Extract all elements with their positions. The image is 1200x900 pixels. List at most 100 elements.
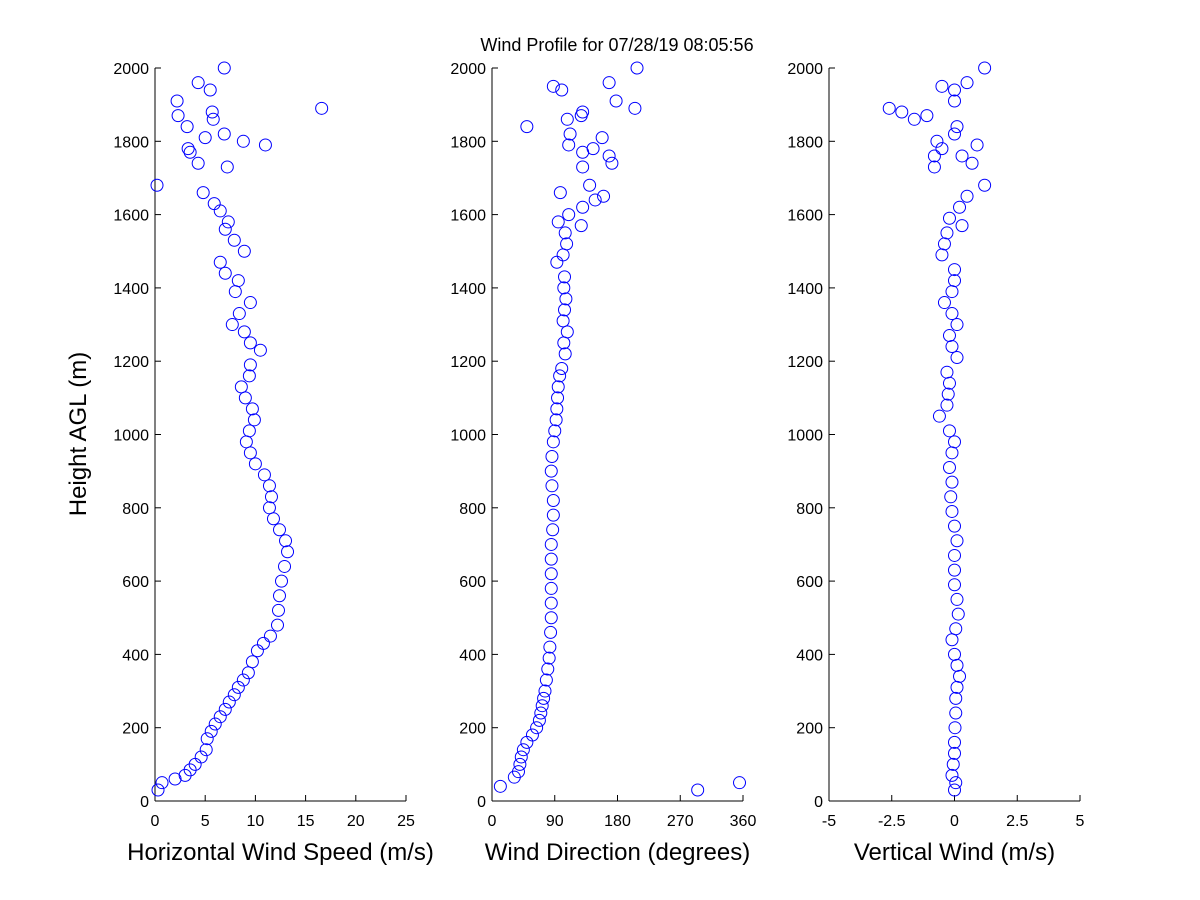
direction-data-point — [553, 186, 567, 200]
vertical-x-tick-label: -2.5 — [878, 813, 906, 830]
speed-y-tick-label: 200 — [122, 721, 149, 738]
direction-data-point — [537, 691, 551, 705]
vertical-data-point — [945, 768, 959, 782]
direction-data-point — [583, 178, 597, 192]
direction-data-point — [544, 552, 558, 566]
direction-y-tick-label: 600 — [459, 574, 486, 591]
vertical-data-point — [930, 134, 944, 148]
vertical-data-point — [948, 83, 961, 97]
speed-data-point — [181, 142, 195, 156]
speed-data-point — [207, 197, 221, 211]
vertical-data-point — [945, 307, 959, 321]
speed-data-point — [242, 369, 256, 383]
vertical-data-point — [948, 274, 961, 288]
vertical-data-point — [948, 94, 961, 108]
vertical-x-tick-label: 5 — [1076, 813, 1085, 830]
direction-data-point — [538, 684, 552, 698]
direction-data-point — [513, 757, 527, 771]
speed-data-point — [256, 636, 270, 650]
speed-data-point — [155, 776, 169, 790]
vertical-y-tick-label: 800 — [796, 501, 823, 518]
speed-data-point — [204, 724, 218, 738]
direction-data-point — [574, 219, 588, 233]
speed-data-point — [237, 244, 251, 258]
direction-y-tick-label: 200 — [459, 721, 486, 738]
speed-x-tick-label: 15 — [297, 813, 315, 830]
direction-data-point — [543, 640, 557, 654]
vertical-x-tick-label: -5 — [822, 813, 836, 830]
vertical-y-tick-label: 0 — [814, 794, 823, 811]
vertical-data-point — [948, 263, 961, 277]
speed-data-point — [242, 424, 256, 438]
direction-data-point — [549, 413, 563, 427]
direction-data-point — [514, 750, 528, 764]
speed-data-point — [198, 131, 212, 145]
vertical-y-tick-label: 1200 — [787, 354, 823, 371]
vertical-data-point — [948, 735, 961, 749]
speed-panel: 0 200 400 600 800 1000 1200 1400 1600 1800 2000 0 5 1… — [113, 61, 433, 866]
direction-y-tick-label: 1800 — [450, 134, 486, 151]
direction-data-point — [557, 281, 571, 295]
direction-x-tick-label: 270 — [667, 813, 694, 830]
speed-data-point — [151, 783, 165, 797]
vertical-x-tick-label: 2.5 — [1006, 813, 1028, 830]
speed-data-point — [171, 109, 185, 123]
speed-data-point — [221, 215, 235, 229]
direction-data-point — [560, 237, 574, 251]
direction-data-point — [586, 142, 600, 156]
direction-data-point — [525, 728, 539, 742]
speed-data-point — [275, 574, 289, 588]
direction-data-point — [597, 189, 611, 203]
speed-data-point — [170, 94, 184, 108]
direction-data-point — [628, 101, 642, 115]
speed-data-point — [218, 702, 232, 716]
vertical-data-point — [882, 101, 896, 115]
vertical-data-point — [948, 548, 961, 562]
direction-data-point — [559, 292, 573, 306]
vertical-data-point — [949, 691, 963, 705]
vertical-data-point — [978, 61, 992, 75]
direction-data-point — [602, 149, 616, 163]
speed-data-point — [278, 559, 292, 573]
speed-data-point — [168, 772, 182, 786]
speed-data-point — [213, 255, 227, 269]
direction-y-tick-label: 1600 — [450, 208, 486, 225]
vertical-y-tick-label: 1400 — [787, 281, 823, 298]
direction-data-point — [544, 464, 558, 478]
vertical-data-point — [932, 409, 946, 423]
speed-y-tick-label: 1000 — [113, 428, 149, 445]
speed-data-point — [180, 120, 194, 134]
direction-data-point — [595, 131, 609, 145]
speed-data-point — [262, 501, 276, 515]
speed-x-tick-label: 5 — [201, 813, 210, 830]
speed-data-point — [208, 717, 222, 731]
speed-y-tick-label: 1600 — [113, 208, 149, 225]
vertical-data-point — [942, 211, 956, 225]
direction-data-point — [493, 779, 507, 793]
vertical-data-point — [940, 226, 954, 240]
vertical-data-point — [927, 149, 941, 163]
direction-y-tick-label: 2000 — [450, 61, 486, 78]
direction-data-point — [576, 200, 590, 214]
direction-data-point — [530, 721, 544, 735]
direction-data-point — [550, 402, 564, 416]
speed-data-point — [227, 688, 241, 702]
direction-data-point — [535, 699, 549, 713]
direction-data-point — [558, 347, 572, 361]
speed-data-point — [191, 156, 205, 170]
speed-data-point — [191, 76, 205, 90]
vertical-data-point — [978, 178, 992, 192]
vertical-data-point — [942, 424, 956, 438]
vertical-data-point — [948, 435, 961, 449]
vertical-data-point — [950, 351, 964, 365]
vertical-data-point — [948, 563, 961, 577]
speed-data-point — [237, 325, 251, 339]
direction-data-point — [558, 226, 572, 240]
speed-x-tick-label: 0 — [151, 813, 160, 830]
direction-data-point — [546, 493, 560, 507]
vertical-x-tick-label: 0 — [950, 813, 959, 830]
vertical-data-point — [937, 296, 951, 310]
direction-x-tick-label: 360 — [730, 813, 757, 830]
